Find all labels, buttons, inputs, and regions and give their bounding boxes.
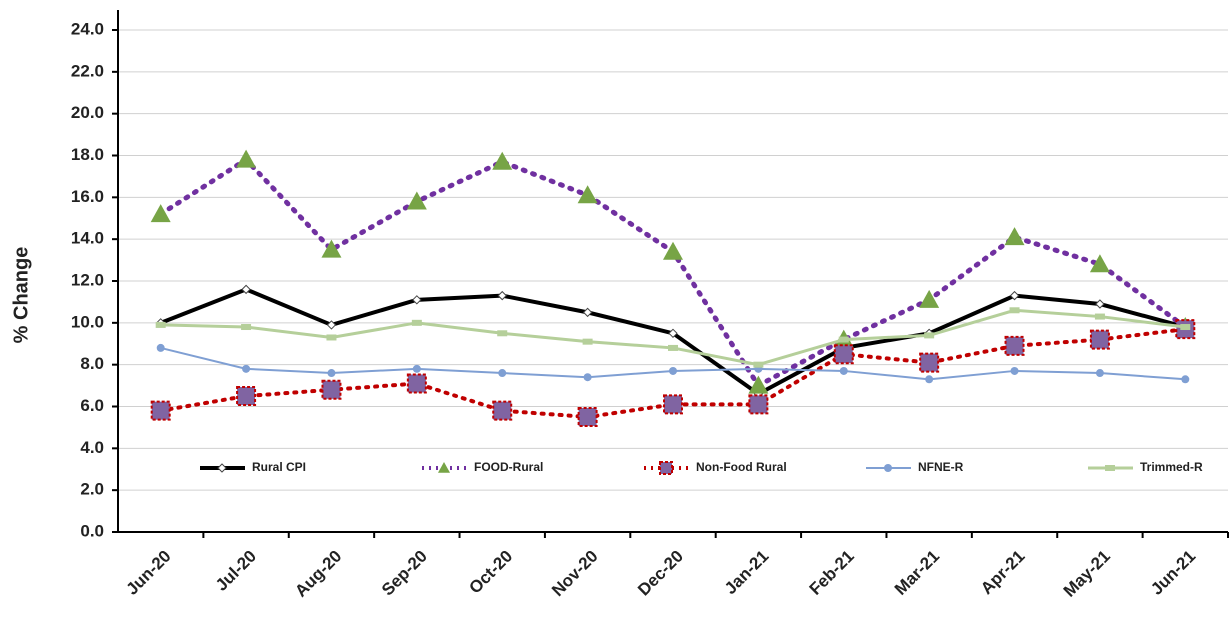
y-tick-label: 22.0 bbox=[71, 61, 104, 80]
marker bbox=[838, 336, 849, 343]
marker bbox=[663, 241, 683, 260]
marker bbox=[582, 338, 593, 345]
marker bbox=[217, 463, 227, 473]
marker bbox=[497, 330, 508, 337]
legend-label: Rural CPI bbox=[252, 460, 306, 474]
marker bbox=[1004, 335, 1025, 356]
marker bbox=[668, 344, 678, 351]
marker bbox=[669, 366, 677, 375]
marker bbox=[321, 239, 342, 258]
x-tick-label: Mar-21 bbox=[891, 547, 943, 599]
y-tick-label: 20.0 bbox=[71, 103, 104, 122]
marker bbox=[497, 290, 507, 301]
x-tick-label: Feb-21 bbox=[806, 547, 858, 599]
marker bbox=[583, 373, 592, 382]
y-tick-label: 4.0 bbox=[80, 438, 104, 457]
marker bbox=[839, 366, 848, 375]
x-tick-label: Dec-20 bbox=[634, 547, 687, 600]
marker bbox=[1004, 227, 1025, 246]
marker bbox=[1105, 465, 1115, 471]
legend-label: Non-Food Rural bbox=[696, 460, 787, 474]
x-tick-label: Oct-20 bbox=[465, 547, 516, 598]
y-tick-label: 0.0 bbox=[80, 521, 104, 540]
y-tick-label: 16.0 bbox=[71, 187, 104, 206]
marker bbox=[925, 375, 934, 384]
marker bbox=[1095, 369, 1104, 378]
marker bbox=[1009, 307, 1020, 314]
y-tick-label: 10.0 bbox=[71, 312, 104, 331]
marker bbox=[412, 364, 421, 373]
marker bbox=[1094, 313, 1105, 320]
marker bbox=[748, 394, 769, 415]
marker bbox=[1181, 375, 1190, 384]
marker bbox=[412, 295, 422, 305]
x-tick-label: Aug-20 bbox=[291, 547, 345, 601]
marker bbox=[1010, 366, 1019, 375]
marker bbox=[924, 332, 935, 339]
marker bbox=[1009, 290, 1020, 301]
marker bbox=[498, 369, 507, 378]
marker bbox=[236, 149, 257, 168]
marker bbox=[155, 321, 166, 328]
marker bbox=[1089, 329, 1110, 350]
marker bbox=[241, 324, 252, 331]
y-tick-label: 18.0 bbox=[71, 145, 104, 164]
y-tick-label: 14.0 bbox=[71, 229, 104, 248]
marker bbox=[1089, 254, 1110, 273]
y-axis-label: % Change bbox=[10, 247, 32, 344]
marker bbox=[326, 334, 337, 341]
marker bbox=[884, 464, 892, 472]
marker bbox=[406, 373, 427, 394]
marker bbox=[406, 191, 427, 210]
marker bbox=[577, 406, 598, 427]
marker bbox=[492, 400, 513, 421]
marker bbox=[919, 352, 940, 373]
marker bbox=[748, 375, 769, 394]
y-tick-label: 6.0 bbox=[80, 396, 104, 415]
x-tick-label: Jun-21 bbox=[1147, 547, 1199, 599]
x-tick-label: Jun-20 bbox=[123, 547, 175, 599]
marker bbox=[1180, 324, 1191, 331]
x-tick-label: Jan-21 bbox=[721, 547, 773, 599]
marker bbox=[577, 185, 598, 204]
marker bbox=[242, 364, 251, 373]
marker bbox=[411, 319, 422, 326]
marker bbox=[663, 394, 683, 415]
series-line bbox=[158, 287, 1188, 397]
series-line bbox=[158, 156, 1188, 389]
marker bbox=[919, 289, 940, 308]
legend-label: Trimmed-R bbox=[1140, 460, 1203, 474]
marker bbox=[833, 344, 854, 365]
marker bbox=[150, 400, 171, 421]
marker bbox=[582, 307, 593, 318]
marker bbox=[156, 343, 165, 352]
y-tick-label: 24.0 bbox=[71, 19, 104, 38]
marker bbox=[150, 204, 171, 223]
legend-label: NFNE-R bbox=[918, 460, 964, 474]
marker bbox=[668, 328, 678, 338]
y-tick-label: 12.0 bbox=[71, 270, 104, 289]
marker bbox=[438, 462, 450, 473]
marker bbox=[236, 386, 257, 407]
marker bbox=[1095, 299, 1105, 309]
legend-label: FOOD-Rural bbox=[474, 460, 543, 474]
marker bbox=[241, 284, 251, 295]
marker bbox=[321, 379, 342, 400]
marker bbox=[753, 361, 764, 368]
marker bbox=[327, 369, 336, 378]
x-tick-label: May-21 bbox=[1060, 547, 1114, 601]
y-tick-label: 8.0 bbox=[80, 354, 104, 373]
marker bbox=[659, 461, 673, 475]
marker bbox=[492, 151, 513, 170]
y-tick-label: 2.0 bbox=[80, 480, 104, 499]
marker bbox=[326, 320, 337, 330]
x-tick-label: Nov-20 bbox=[548, 547, 602, 601]
x-tick-label: Sep-20 bbox=[378, 547, 431, 600]
x-tick-label: Apr-21 bbox=[977, 547, 1029, 599]
x-tick-label: Jul-20 bbox=[212, 547, 260, 595]
